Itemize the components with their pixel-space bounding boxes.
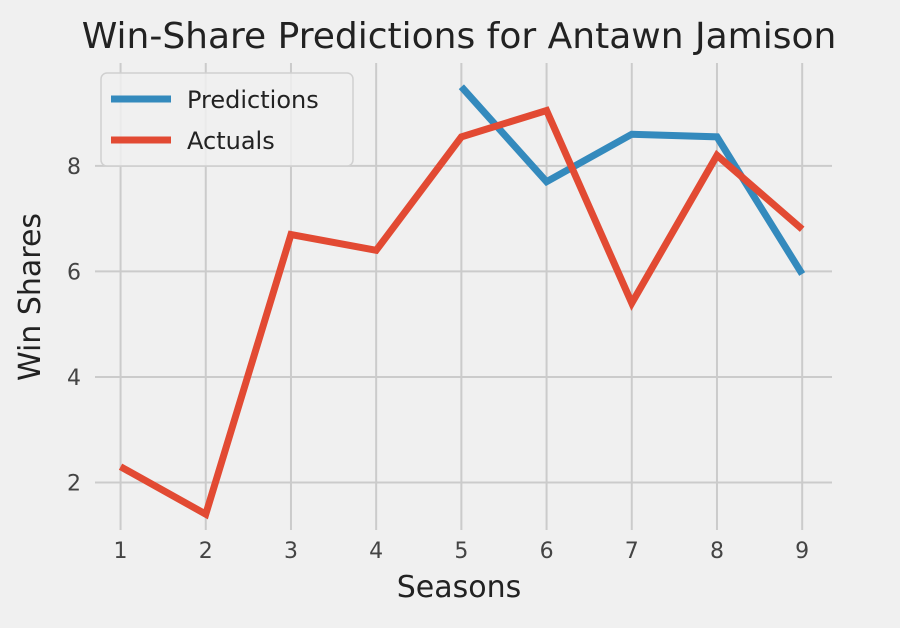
x-tick-label: 9	[795, 539, 809, 564]
tick-labels: 1 2 3 4 5 6 7 8 9 2 4 6 8	[67, 155, 809, 564]
x-tick-label: 6	[540, 539, 554, 564]
x-tick-label: 3	[284, 539, 298, 564]
x-tick-label: 1	[114, 539, 128, 564]
chart-title: Win-Share Predictions for Antawn Jamison	[82, 16, 837, 57]
y-tick-label: 8	[67, 155, 81, 180]
x-tick-label: 4	[369, 539, 383, 564]
x-axis-label: Seasons	[397, 570, 522, 605]
x-tick-label: 8	[710, 539, 724, 564]
y-tick-label: 2	[67, 472, 81, 497]
x-tick-label: 7	[625, 539, 639, 564]
series-lines	[118, 84, 806, 520]
x-tick-label: 2	[199, 539, 213, 564]
y-tick-label: 4	[67, 366, 81, 391]
series-line-actuals	[118, 106, 805, 520]
y-axis-label: Win Shares	[13, 213, 48, 381]
legend-label-predictions: Predictions	[187, 86, 319, 114]
legend-label-actuals: Actuals	[187, 127, 275, 155]
legend: Predictions Actuals	[100, 72, 354, 167]
x-tick-label: 5	[454, 539, 468, 564]
y-tick-label: 6	[67, 260, 81, 285]
